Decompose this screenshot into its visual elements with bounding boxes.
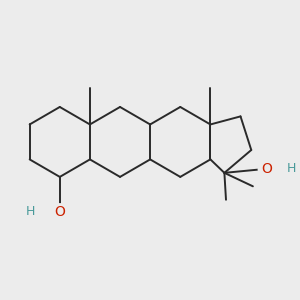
Circle shape [52, 204, 68, 220]
Text: H: H [26, 206, 35, 218]
Text: O: O [261, 162, 272, 176]
Circle shape [258, 161, 274, 177]
Text: H: H [286, 162, 296, 175]
Text: O: O [54, 205, 65, 219]
